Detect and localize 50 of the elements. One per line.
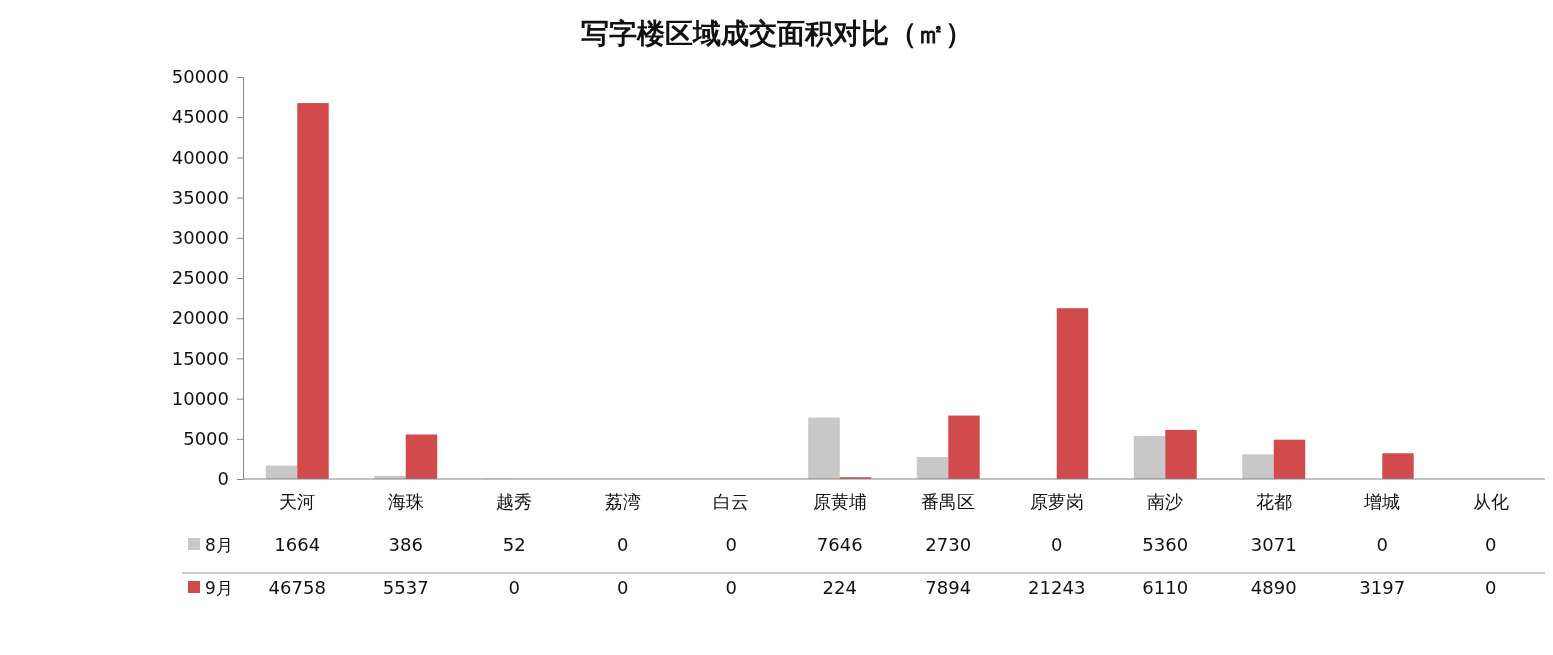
data-label: 0 [725, 534, 737, 555]
x-tick-label: 天河 [279, 491, 316, 512]
data-label: 1664 [274, 534, 321, 555]
data-label: 7646 [816, 534, 863, 555]
data-label: 0 [508, 577, 520, 598]
data-label: 224 [822, 577, 857, 598]
legend-label: 9月 [205, 578, 233, 598]
data-label: 4890 [1250, 577, 1297, 598]
data-label: 5360 [1142, 534, 1189, 555]
data-label: 0 [1485, 534, 1497, 555]
data-label: 0 [725, 577, 737, 598]
x-tick-label: 荔湾 [604, 491, 641, 512]
data-label: 6110 [1142, 577, 1189, 598]
x-tick-label: 南沙 [1147, 491, 1184, 512]
data-label: 5537 [382, 577, 429, 598]
y-tick-label: 50000 [171, 66, 229, 88]
x-tick-label: 花都 [1255, 491, 1292, 512]
chart-title: 写字楼区域成交面积对比（㎡） [580, 17, 973, 50]
x-tick-label: 海珠 [387, 491, 424, 512]
y-tick-label: 45000 [171, 106, 229, 128]
y-tick-label: 5000 [183, 428, 229, 450]
data-label: 0 [617, 577, 629, 598]
y-tick-label: 30000 [171, 227, 229, 249]
legend-label: 8月 [205, 535, 233, 555]
data-label: 7894 [925, 577, 972, 598]
x-tick-label: 从化 [1472, 491, 1509, 512]
x-tick-label: 原黄埔 [812, 491, 867, 512]
y-tick-label: 35000 [171, 186, 229, 208]
y-tick-label: 10000 [171, 387, 229, 409]
data-label: 52 [502, 534, 526, 555]
x-tick-label: 番禺区 [921, 491, 976, 512]
y-tick-label: 25000 [171, 267, 229, 289]
y-tick-label: 0 [217, 468, 229, 490]
data-label: 2730 [925, 534, 972, 555]
x-tick-label: 白云 [713, 491, 750, 512]
data-label: 0 [1376, 534, 1388, 555]
data-label: 0 [1485, 577, 1497, 598]
data-label: 46758 [268, 577, 326, 598]
data-label: 0 [1051, 534, 1063, 555]
y-tick-label: 40000 [171, 146, 229, 168]
data-label: 21243 [1028, 577, 1086, 598]
y-tick-label: 20000 [171, 307, 229, 329]
y-tick-label: 15000 [171, 347, 229, 369]
data-label: 3197 [1359, 577, 1406, 598]
data-label: 3071 [1250, 534, 1297, 555]
data-label: 0 [617, 534, 629, 555]
data-label: 386 [388, 534, 423, 555]
x-tick-label: 越秀 [496, 491, 533, 512]
x-tick-label: 原萝岗 [1029, 491, 1084, 512]
x-tick-label: 增城 [1363, 491, 1401, 512]
